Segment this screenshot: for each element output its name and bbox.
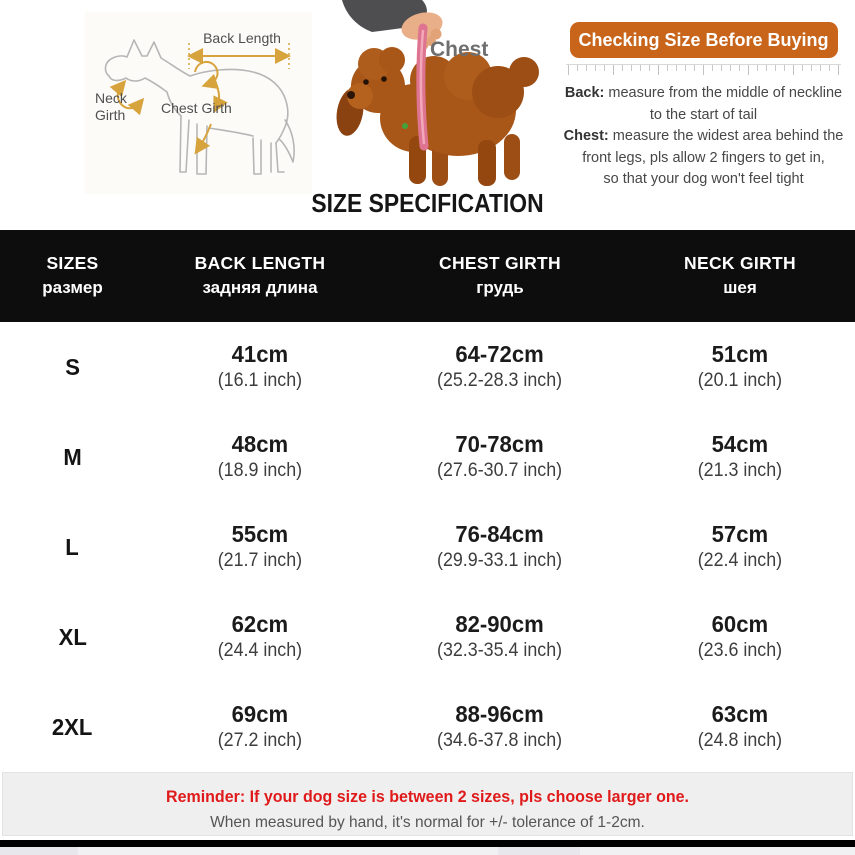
page-title: SIZE SPECIFICATION — [311, 188, 544, 218]
checking-size-banner: Checking Size Before Buying — [569, 22, 838, 58]
cm-value: 55cm — [231, 521, 289, 547]
cm-value: 60cm — [711, 611, 769, 637]
inch-value: (27.6-30.7 inch) — [437, 460, 563, 481]
chest-instruction-line2: front legs, pls allow 2 fingers to get i… — [582, 149, 825, 166]
cm-value: 88-96cm — [455, 701, 545, 727]
dog-measurement-diagram: Back Length Neck Girth Chest Girth — [85, 12, 317, 194]
table-row-s: S 41cm (16.1 inch) 64-72cm (25.2-28.3 in… — [0, 322, 855, 412]
chest-term: Chest: — [563, 128, 609, 144]
chest-instruction-line3: so that your dog won't feel tight — [603, 171, 804, 187]
table-row-xl: XL 62cm (24.4 inch) 82-90cm (32.3-35.4 i… — [0, 592, 855, 682]
neck-girth-label: Neck Girth — [95, 90, 127, 123]
cm-value: 51cm — [711, 341, 769, 367]
column-header-neck-girth: NECK GIRTH шея — [625, 251, 855, 301]
header-sizes-en: SIZES — [46, 253, 99, 273]
header-neck-en: NECK GIRTH — [684, 253, 796, 273]
size-label: S — [65, 353, 80, 380]
header-neck-ru: шея — [723, 278, 757, 297]
poodle-measurement-photo: Chest — [312, 0, 540, 196]
back-instruction-text: measure from the middle of neckline — [608, 85, 843, 101]
column-header-sizes: SIZES размер — [0, 251, 145, 301]
header-chest-en: CHEST GIRTH — [439, 253, 561, 273]
chest-girth-value: 64-72cm (25.2-28.3 inch) — [433, 340, 566, 394]
bottom-strip-patch — [498, 847, 580, 855]
back-instruction-line2: to the start of tail — [649, 106, 758, 123]
inch-value: (16.1 inch) — [217, 370, 303, 391]
back-term: Back: — [564, 85, 605, 101]
inch-value: (23.6 inch) — [697, 640, 783, 661]
inch-value: (18.9 inch) — [217, 460, 303, 481]
inch-value: (27.2 inch) — [217, 730, 303, 751]
measuring-guide: Checking Size Before Buying Back: measur… — [552, 14, 855, 191]
cm-value: 63cm — [711, 701, 769, 727]
reminder-box: Reminder: If your dog size is between 2 … — [2, 772, 853, 836]
back-length-value: 69cm (27.2 inch) — [215, 700, 305, 754]
ruler-graphic — [566, 64, 841, 77]
neck-girth-value: 51cm (20.1 inch) — [695, 340, 785, 394]
cm-value: 62cm — [231, 611, 289, 637]
header-chest-ru: грудь — [476, 278, 524, 297]
chest-girth-value: 82-90cm (32.3-35.4 inch) — [433, 610, 566, 664]
header-sizes-ru: размер — [42, 278, 103, 297]
size-label: 2XL — [52, 713, 93, 740]
inch-value: (29.9-33.1 inch) — [437, 550, 563, 571]
back-length-value: 55cm (21.7 inch) — [215, 520, 305, 574]
back-instruction-line1: Back: measure from the middle of necklin… — [552, 83, 855, 105]
cm-value: 82-90cm — [455, 611, 545, 637]
back-length-value: 48cm (18.9 inch) — [215, 430, 305, 484]
chest-girth-label: Chest Girth — [161, 100, 232, 116]
table-row-m: M 48cm (18.9 inch) 70-78cm (27.6-30.7 in… — [0, 412, 855, 502]
inch-value: (24.4 inch) — [217, 640, 303, 661]
cm-value: 57cm — [711, 521, 769, 547]
cm-value: 76-84cm — [455, 521, 545, 547]
neck-girth-value: 60cm (23.6 inch) — [695, 610, 785, 664]
size-table: S 41cm (16.1 inch) 64-72cm (25.2-28.3 in… — [0, 322, 855, 772]
back-length-value: 41cm (16.1 inch) — [215, 340, 305, 394]
table-row-l: L 55cm (21.7 inch) 76-84cm (29.9-33.1 in… — [0, 502, 855, 592]
chest-instruction-text: measure the widest area behind the — [612, 128, 844, 144]
reminder-text: Reminder: If your dog size is between 2 … — [166, 788, 689, 806]
cm-value: 70-78cm — [455, 431, 545, 457]
cm-value: 54cm — [711, 431, 769, 457]
neck-girth-value: 63cm (24.8 inch) — [695, 700, 785, 754]
size-label: L — [65, 533, 80, 560]
inch-value: (21.3 inch) — [697, 460, 783, 481]
neck-girth-value: 57cm (22.4 inch) — [695, 520, 785, 574]
back-length-value: 62cm (24.4 inch) — [215, 610, 305, 664]
bottom-strip — [0, 847, 855, 855]
cm-value: 41cm — [231, 341, 289, 367]
size-label: M — [63, 443, 82, 470]
header-back-ru: задняя длина — [202, 278, 318, 297]
inch-value: (34.6-37.8 inch) — [437, 730, 563, 751]
column-header-back-length: BACK LENGTH задняя длина — [145, 251, 375, 301]
tolerance-text: When measured by hand, it's normal for +… — [210, 814, 645, 831]
size-label: XL — [58, 623, 87, 650]
cm-value: 48cm — [231, 431, 289, 457]
column-header-chest-girth: CHEST GIRTH грудь — [375, 251, 625, 301]
chest-label: Chest — [430, 38, 489, 61]
table-header: SIZES размер BACK LENGTH задняя длина CH… — [0, 230, 855, 322]
inch-value: (20.1 inch) — [697, 370, 783, 391]
dog-outline-drawing — [104, 39, 295, 175]
inch-value: (22.4 inch) — [697, 550, 783, 571]
table-row-2xl: 2XL 69cm (27.2 inch) 88-96cm (34.6-37.8 … — [0, 682, 855, 772]
divider-bar — [0, 840, 855, 847]
chest-instruction-line1: Chest: measure the widest area behind th… — [552, 126, 855, 148]
inch-value: (32.3-35.4 inch) — [437, 640, 563, 661]
cm-value: 69cm — [231, 701, 289, 727]
inch-value: (25.2-28.3 inch) — [437, 370, 563, 391]
inch-value: (24.8 inch) — [697, 730, 783, 751]
header-back-en: BACK LENGTH — [194, 253, 326, 273]
chest-girth-value: 76-84cm (29.9-33.1 inch) — [433, 520, 566, 574]
inch-value: (21.7 inch) — [217, 550, 303, 571]
bottom-strip-patch — [0, 847, 78, 855]
cm-value: 64-72cm — [455, 341, 545, 367]
poodle-illustration — [336, 0, 539, 186]
back-length-label: Back Length — [203, 30, 281, 46]
chest-girth-value: 88-96cm (34.6-37.8 inch) — [433, 700, 566, 754]
neck-girth-value: 54cm (21.3 inch) — [695, 430, 785, 484]
chest-girth-value: 70-78cm (27.6-30.7 inch) — [433, 430, 566, 484]
